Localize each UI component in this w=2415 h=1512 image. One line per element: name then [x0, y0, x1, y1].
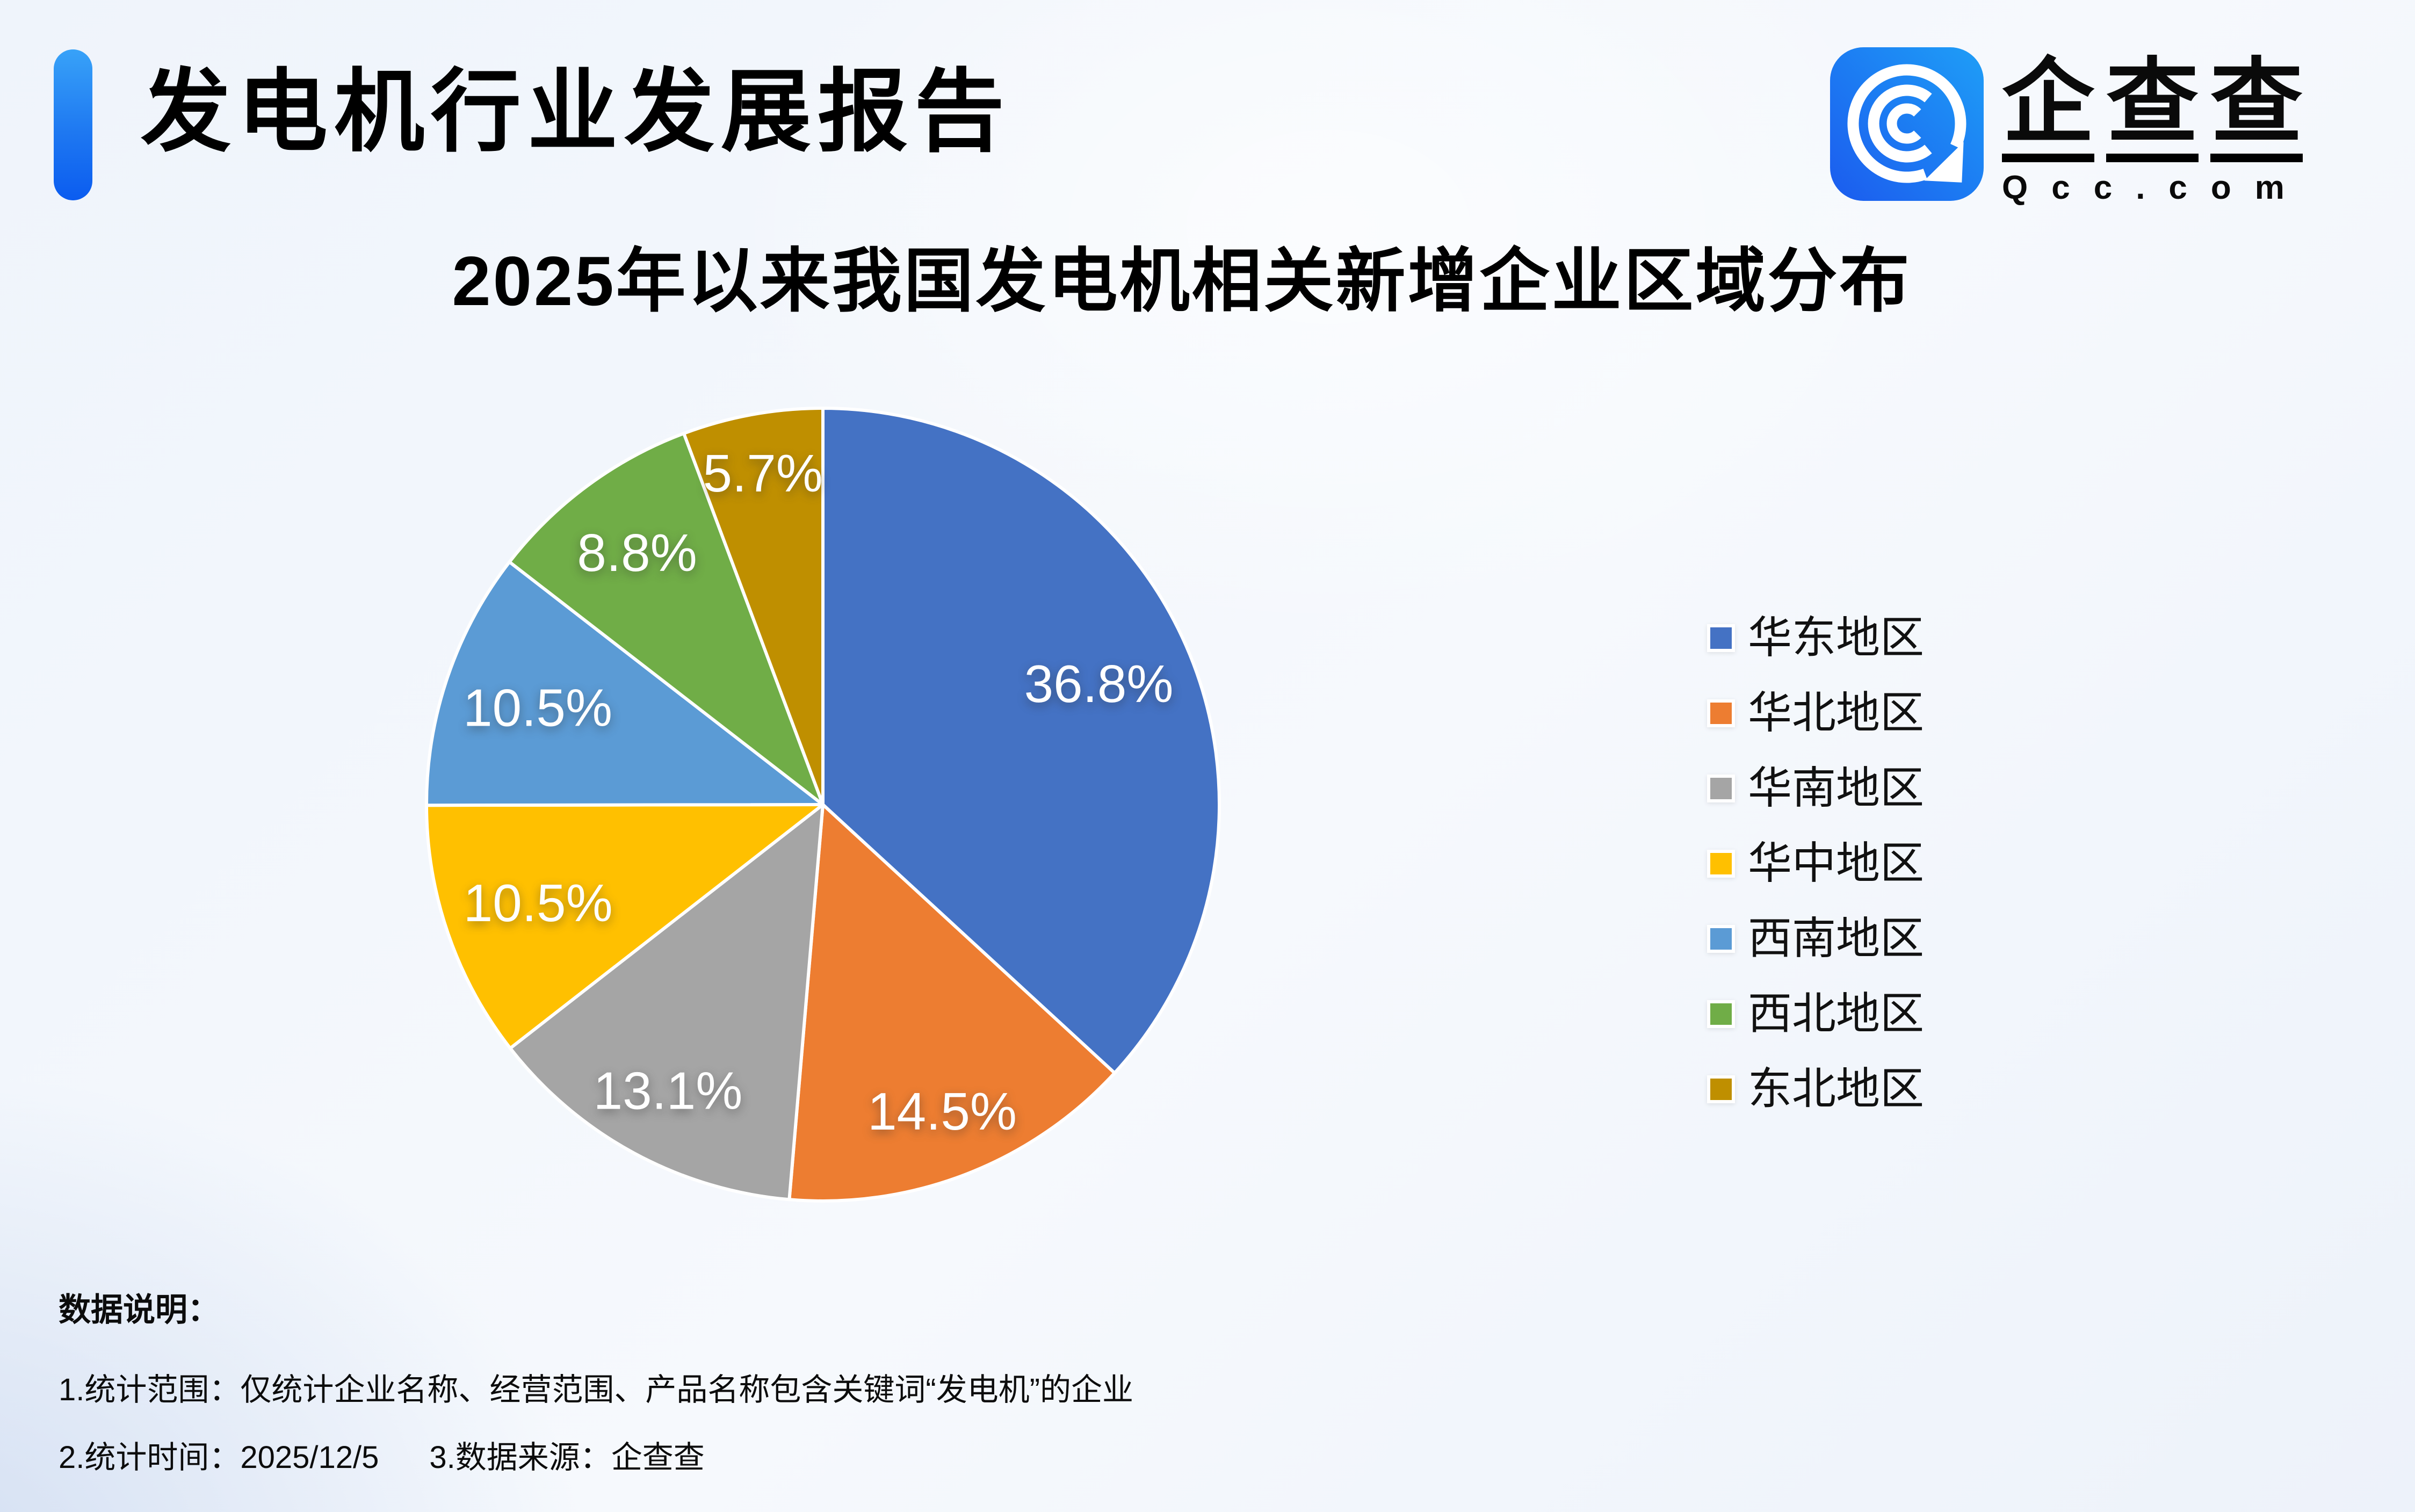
legend-color-swatch [1707, 1075, 1735, 1103]
pie-slice-3 [425, 803, 825, 1050]
qcc-logo-char: 查 [2106, 56, 2199, 162]
pie-slice-6 [682, 407, 825, 806]
legend-color-swatch [1707, 1000, 1735, 1028]
data-note-scope: 1.统计范围：仅统计企业名称、经营范围、产品名称包含关键词“发电机”的企业 [59, 1372, 1134, 1407]
pie-label-3: 10.5% [464, 873, 613, 932]
legend-label: 西北地区 [1748, 989, 1925, 1038]
qcc-logo-name: 企查查 [2002, 56, 2315, 162]
legend-color-swatch [1707, 775, 1735, 802]
report-title: 发电机行业发展报告 [141, 61, 1011, 162]
data-notes-heading: 数据说明： [59, 1292, 220, 1328]
pie-label-4: 10.5% [463, 678, 612, 737]
pie-label-5: 8.8% [577, 523, 697, 582]
pie-slice-4 [424, 560, 825, 807]
legend-item: 西南地区 [1707, 901, 1924, 976]
pie-label-1: 14.5% [867, 1082, 1017, 1141]
qcc-logo-text: 企查查 Qcc.com [2002, 56, 2315, 207]
legend-label: 西南地区 [1748, 914, 1925, 963]
pie-slice-1 [787, 803, 1117, 1203]
title-accent-bar [54, 49, 92, 200]
chart-legend: 华东地区 华北地区 华南地区 华中地区 西南地区 西北地区 东北地区 [1707, 601, 1924, 1127]
qcc-logo-char: 查 [2210, 56, 2303, 162]
legend-color-swatch [1707, 925, 1735, 953]
legend-color-swatch [1707, 699, 1735, 727]
pie-slice-2 [508, 803, 825, 1202]
pie-label-2: 13.1% [594, 1061, 743, 1120]
legend-color-swatch [1707, 850, 1735, 878]
legend-label: 华南地区 [1748, 764, 1925, 813]
qcc-logo-domain: Qcc.com [2002, 169, 2308, 206]
pie-slice-5 [508, 431, 825, 806]
legend-label: 华中地区 [1748, 839, 1925, 888]
data-note-row: 2.统计时间：2025/12/5 3.数据来源：企查查 [59, 1432, 705, 1477]
pie-chart-svg: 36.8% 14.5% 13.1% 10.5% 10.5% 8.8%5.7% [424, 407, 1221, 1203]
pie-chart: 36.8% 14.5% 13.1% 10.5% 10.5% 8.8% 5.7% [393, 375, 1253, 1234]
pie-label-6: 5.7% [703, 444, 823, 503]
legend-item: 华北地区 [1707, 676, 1924, 751]
legend-label: 华北地区 [1748, 689, 1925, 737]
legend-item: 西北地区 [1707, 976, 1924, 1052]
legend-item: 华中地区 [1707, 826, 1924, 901]
legend-item: 华南地区 [1707, 751, 1924, 826]
legend-item: 华东地区 [1707, 601, 1924, 676]
qcc-logo-char: 企 [2002, 56, 2094, 162]
qcc-logo-icon [1830, 47, 1984, 201]
legend-color-swatch [1707, 624, 1735, 652]
pie-slice-0 [821, 407, 1221, 1075]
pie-label-0: 36.8% [1024, 654, 1174, 713]
data-note-source: 3.数据来源：企查查 [429, 1440, 705, 1475]
chart-title: 2025年以来我国发电机相关新增企业区域分布 [452, 242, 1912, 320]
data-note-time: 2.统计时间：2025/12/5 [59, 1440, 379, 1475]
legend-item: 东北地区 [1707, 1052, 1924, 1127]
legend-label: 华东地区 [1748, 613, 1925, 662]
legend-label: 东北地区 [1748, 1065, 1925, 1113]
